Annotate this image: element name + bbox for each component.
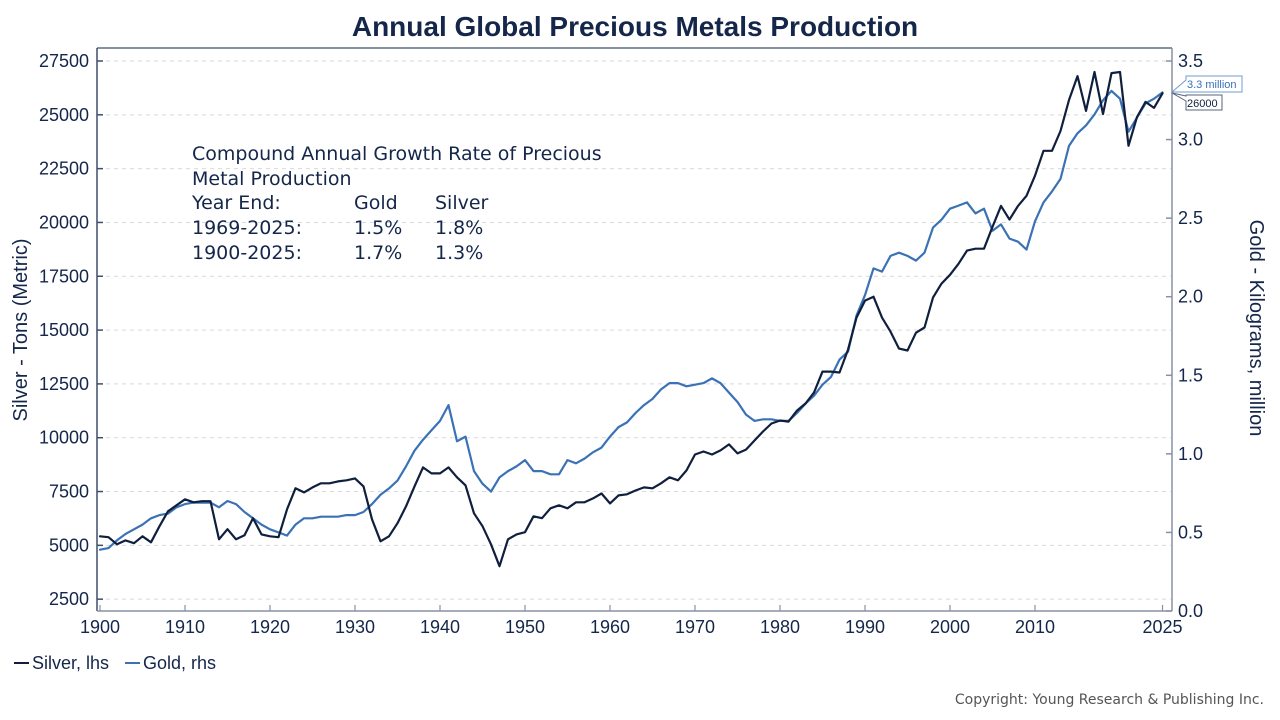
annotation-row1-gold: 1.5% [354,217,402,239]
right-axis-ticks: 0.0 0.5 1.0 1.5 2.0 2.5 3.0 3.5 [1166,51,1203,621]
legend-label-silver: Silver, lhs [32,653,109,673]
annotation-row1-period: 1969-2025: [192,217,302,239]
annotation-header-period: Year End: [191,192,281,214]
silver-series-line [98,70,1164,568]
x-tick-label: 1940 [420,617,460,637]
left-tick-label: 20000 [39,212,89,232]
gold-end-label-box [1170,75,1243,93]
gridlines [98,60,1171,600]
left-tick-label: 22500 [39,159,89,179]
annotation-header-gold: Gold [354,192,398,214]
annotation-row2-gold: 1.7% [354,242,402,264]
legend: Silver, lhs Gold, rhs [14,653,216,673]
left-axis-label: Silver - Tons (Metric) [10,239,32,422]
silver-end-label-box [1171,92,1223,111]
x-tick-label: 1990 [845,617,885,637]
x-tick-label: 1910 [165,617,205,637]
left-tick-label: 7500 [49,482,89,502]
annotation-title-line1: Compound Annual Growth Rate of Precious [192,143,602,165]
x-tick-label: 2000 [930,617,970,637]
right-tick-label: 3.0 [1178,130,1203,150]
x-axis-ticks: 1900 1910 1920 1930 1940 1950 1960 1970 1980 1990… [80,605,1183,637]
x-tick-label: 1920 [250,617,290,637]
right-tick-label: 1.5 [1178,365,1203,385]
left-tick-label: 27500 [39,51,89,71]
copyright-text: Copyright: Young Research & Publishing I… [955,692,1264,708]
x-tick-label: 1930 [335,617,375,637]
x-tick-label: 1950 [505,617,545,637]
x-tick-label: 1900 [80,617,120,637]
gold-end-label-text: 3.3 million [1187,79,1237,91]
annotation-row2-period: 1900-2025: [192,242,302,264]
silver-end-label-text: 26000 [1187,98,1218,110]
left-tick-label: 2500 [49,589,89,609]
right-axis-label: Gold - Kilograms, million [1245,220,1267,437]
left-tick-label: 10000 [39,428,89,448]
gold-series-line [98,89,1164,551]
right-tick-label: 2.0 [1178,287,1203,307]
right-tick-label: 2.5 [1178,208,1203,228]
gold-end-label: 3.3 million [1170,75,1243,93]
annotation-row1-silver: 1.8% [435,217,483,239]
right-tick-label: 1.0 [1178,444,1203,464]
left-tick-label: 15000 [39,320,89,340]
cagr-annotation: Compound Annual Growth Rate of Precious … [191,143,602,264]
x-tick-label: 1970 [675,617,715,637]
series-layer [98,70,1164,568]
x-tick-label: 2025 [1142,617,1182,637]
right-tick-label: 3.5 [1178,51,1203,71]
left-axis-ticks: 2500 5000 7500 10000 12500 15000 17500 20000 225… [39,51,103,609]
left-tick-label: 12500 [39,374,89,394]
x-tick-label: 1960 [590,617,630,637]
annotation-row2-silver: 1.3% [435,242,483,264]
x-tick-label: 2010 [1015,617,1055,637]
x-tick-label: 1980 [760,617,800,637]
annotation-title-line2: Metal Production [192,168,352,190]
chart-title: Annual Global Precious Metals Production [352,11,918,42]
silver-end-label: 26000 [1171,92,1223,111]
left-tick-label: 17500 [39,266,89,286]
annotation-header-silver: Silver [435,192,489,214]
left-tick-label: 25000 [39,105,89,125]
right-tick-label: 0.5 [1178,522,1203,542]
left-tick-label: 5000 [49,535,89,555]
legend-label-gold: Gold, rhs [143,653,216,673]
right-tick-label: 0.0 [1178,601,1203,621]
